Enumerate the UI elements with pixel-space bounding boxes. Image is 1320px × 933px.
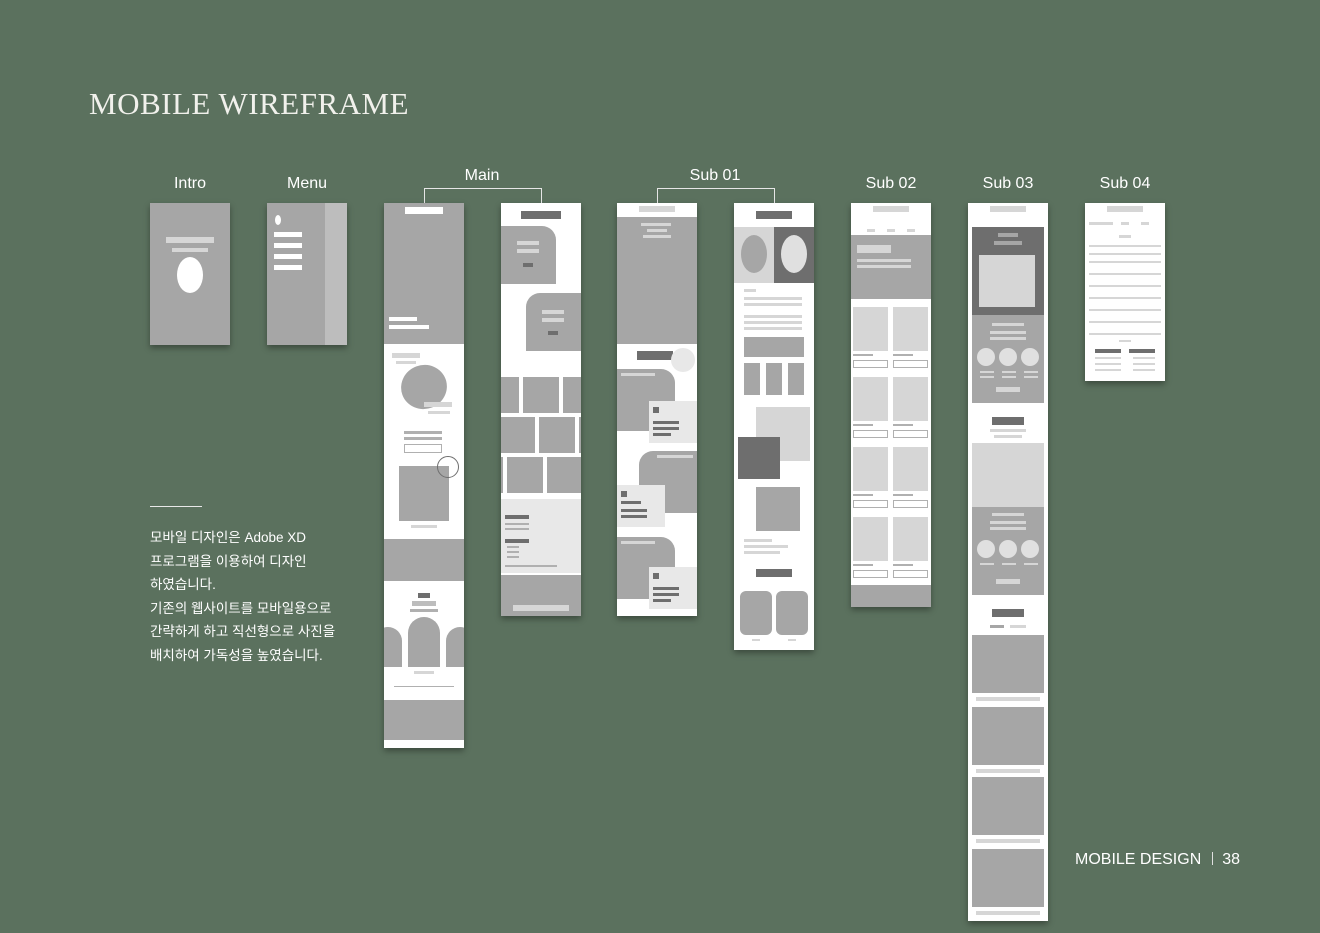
wireframe-menu bbox=[267, 203, 347, 345]
sub01-bracket bbox=[657, 188, 775, 204]
page-title: MOBILE WIREFRAME bbox=[89, 86, 410, 121]
label-sub02: Sub 02 bbox=[865, 175, 917, 192]
description-line-5: 간략하게 하고 직선형으로 사진을 bbox=[150, 624, 336, 639]
description-line-2: 프로그램을 이용하여 디자인 bbox=[150, 553, 307, 569]
wireframe-main-1 bbox=[384, 203, 464, 748]
description-line-6: 배치하여 가독성을 높였습니다. bbox=[150, 647, 323, 663]
wireframe-main-2 bbox=[501, 203, 581, 616]
wireframe-sub02 bbox=[851, 203, 931, 607]
description-rule bbox=[150, 506, 202, 507]
footer: MOBILE DESIGN 38 bbox=[1075, 851, 1240, 869]
label-menu: Menu bbox=[286, 175, 328, 192]
description-line-3: 하였습니다. bbox=[150, 577, 216, 592]
label-intro: Intro bbox=[173, 175, 206, 192]
description-line-4: 기존의 웹사이트를 모바일용으로 bbox=[150, 600, 332, 616]
main-bracket bbox=[424, 188, 542, 204]
label-sub01: Sub 01 bbox=[689, 167, 741, 184]
label-sub03: Sub 03 bbox=[982, 175, 1034, 192]
wireframe-sub01-1 bbox=[617, 203, 697, 616]
wireframe-sub04 bbox=[1085, 203, 1165, 381]
description-line-1: 모바일 디자인은 Adobe XD bbox=[150, 530, 306, 545]
label-sub04: Sub 04 bbox=[1099, 175, 1151, 192]
wireframe-sub03 bbox=[968, 203, 1048, 921]
label-main: Main bbox=[464, 167, 500, 184]
description: 모바일 디자인은 Adobe XD 프로그램을 이용하여 디자인 하였습니다. … bbox=[150, 526, 390, 667]
footer-separator bbox=[1212, 852, 1214, 865]
page-number: 38 bbox=[1222, 851, 1241, 868]
wireframe-sub01-2 bbox=[734, 203, 814, 650]
footer-label: MOBILE DESIGN bbox=[1075, 851, 1202, 868]
wireframe-intro bbox=[150, 203, 230, 345]
